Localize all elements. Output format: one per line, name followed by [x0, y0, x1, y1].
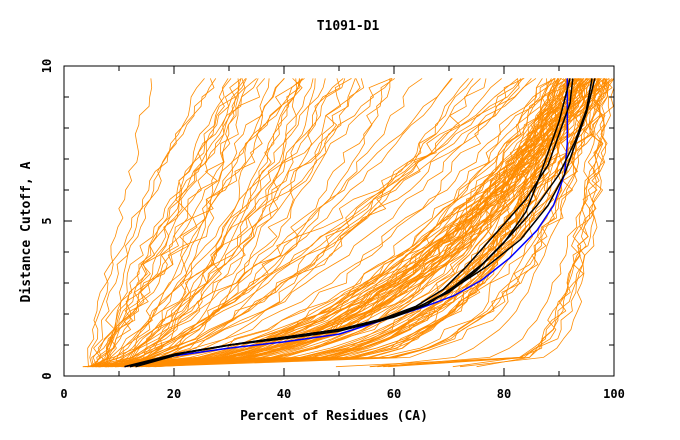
- background-model-line: [102, 78, 298, 368]
- background-model-line: [96, 78, 303, 367]
- background-model-line: [91, 78, 453, 368]
- x-tick-label: 60: [387, 387, 401, 401]
- background-model-line: [130, 78, 575, 368]
- model-line-1: [124, 78, 569, 368]
- background-model-line: [131, 78, 532, 368]
- background-model-line: [95, 78, 559, 368]
- background-model-line: [131, 78, 581, 368]
- background-model-line: [115, 78, 602, 368]
- background-model-line: [96, 78, 525, 368]
- background-model-line: [85, 78, 520, 368]
- background-model-line: [95, 78, 285, 367]
- background-model-line: [124, 78, 584, 368]
- background-model-line: [112, 78, 316, 368]
- background-model-line: [116, 78, 240, 368]
- background-model-line: [114, 78, 487, 368]
- background-model-line: [92, 78, 217, 367]
- background-model-line: [115, 78, 519, 368]
- background-model-line: [125, 78, 537, 368]
- background-model-line: [87, 78, 601, 368]
- background-model-line: [476, 78, 615, 368]
- x-tick-label: 80: [497, 387, 511, 401]
- background-model-line: [370, 78, 603, 368]
- background-model-line: [83, 78, 591, 368]
- background-model-line: [89, 78, 242, 368]
- background-model-line: [114, 78, 392, 367]
- x-tick-label: 0: [60, 387, 67, 401]
- background-model-line: [112, 78, 568, 368]
- background-model-line: [140, 78, 592, 368]
- background-model-line: [103, 78, 205, 367]
- x-axis-label: Percent of Residues (CA): [240, 409, 428, 424]
- background-model-line: [106, 78, 247, 367]
- background-model-line: [105, 78, 326, 367]
- background-model-line: [121, 78, 578, 368]
- background-model-line: [139, 78, 581, 368]
- model-line-5: [129, 78, 596, 368]
- background-model-line: [128, 78, 608, 368]
- y-tick-label: 10: [40, 59, 54, 73]
- x-tick-label: 20: [167, 387, 181, 401]
- background-model-line: [115, 78, 481, 368]
- x-tick-label: 40: [277, 387, 291, 401]
- background-model-line: [120, 78, 247, 367]
- background-model-line: [129, 78, 314, 368]
- axis-ticks: 0 20 40 60 80 100 0 5 10: [40, 59, 625, 401]
- background-model-line: [388, 78, 610, 368]
- background-model-line: [116, 78, 341, 368]
- background-model-line: [335, 78, 610, 368]
- background-model-line: [125, 78, 562, 368]
- background-model-line: [122, 78, 568, 368]
- background-model-line: [92, 78, 242, 367]
- background-model-line: [377, 78, 605, 368]
- y-axis-label: Distance Cutoff, A: [19, 161, 34, 302]
- background-model-line: [87, 78, 582, 368]
- x-tick-label: 100: [603, 387, 625, 401]
- background-model-line: [103, 78, 229, 367]
- background-model-line: [108, 78, 356, 368]
- background-model-line: [115, 78, 556, 368]
- background-model-line: [95, 78, 257, 368]
- background-model-line: [459, 78, 611, 368]
- background-model-line: [153, 78, 584, 368]
- y-tick-label: 5: [40, 217, 54, 224]
- background-model-line: [90, 78, 305, 368]
- y-tick-label: 0: [40, 372, 54, 379]
- background-model-line: [102, 78, 352, 368]
- background-model-line: [93, 78, 246, 367]
- background-model-line: [102, 78, 598, 368]
- background-model-line: [98, 78, 259, 367]
- background-model-line: [98, 78, 579, 368]
- background-model-line: [102, 78, 391, 368]
- background-model-line: [147, 78, 608, 368]
- chart-title: T1091-D1: [317, 19, 380, 34]
- background-model-line: [129, 78, 571, 368]
- background-model-line: [115, 78, 543, 368]
- background-model-line: [89, 78, 153, 367]
- background-model-line: [87, 78, 524, 368]
- background-model-line: [104, 78, 300, 368]
- background-model-line: [87, 78, 215, 367]
- background-model-line: [452, 78, 613, 368]
- background-model-line: [138, 78, 556, 368]
- plot-lines: [82, 78, 615, 368]
- background-model-line: [129, 78, 344, 368]
- background-model-line: [145, 78, 555, 368]
- background-model-line: [91, 78, 346, 368]
- background-model-line: [383, 78, 608, 368]
- background-model-line: [88, 78, 365, 368]
- background-model-line: [108, 78, 600, 368]
- background-model-line: [127, 78, 469, 368]
